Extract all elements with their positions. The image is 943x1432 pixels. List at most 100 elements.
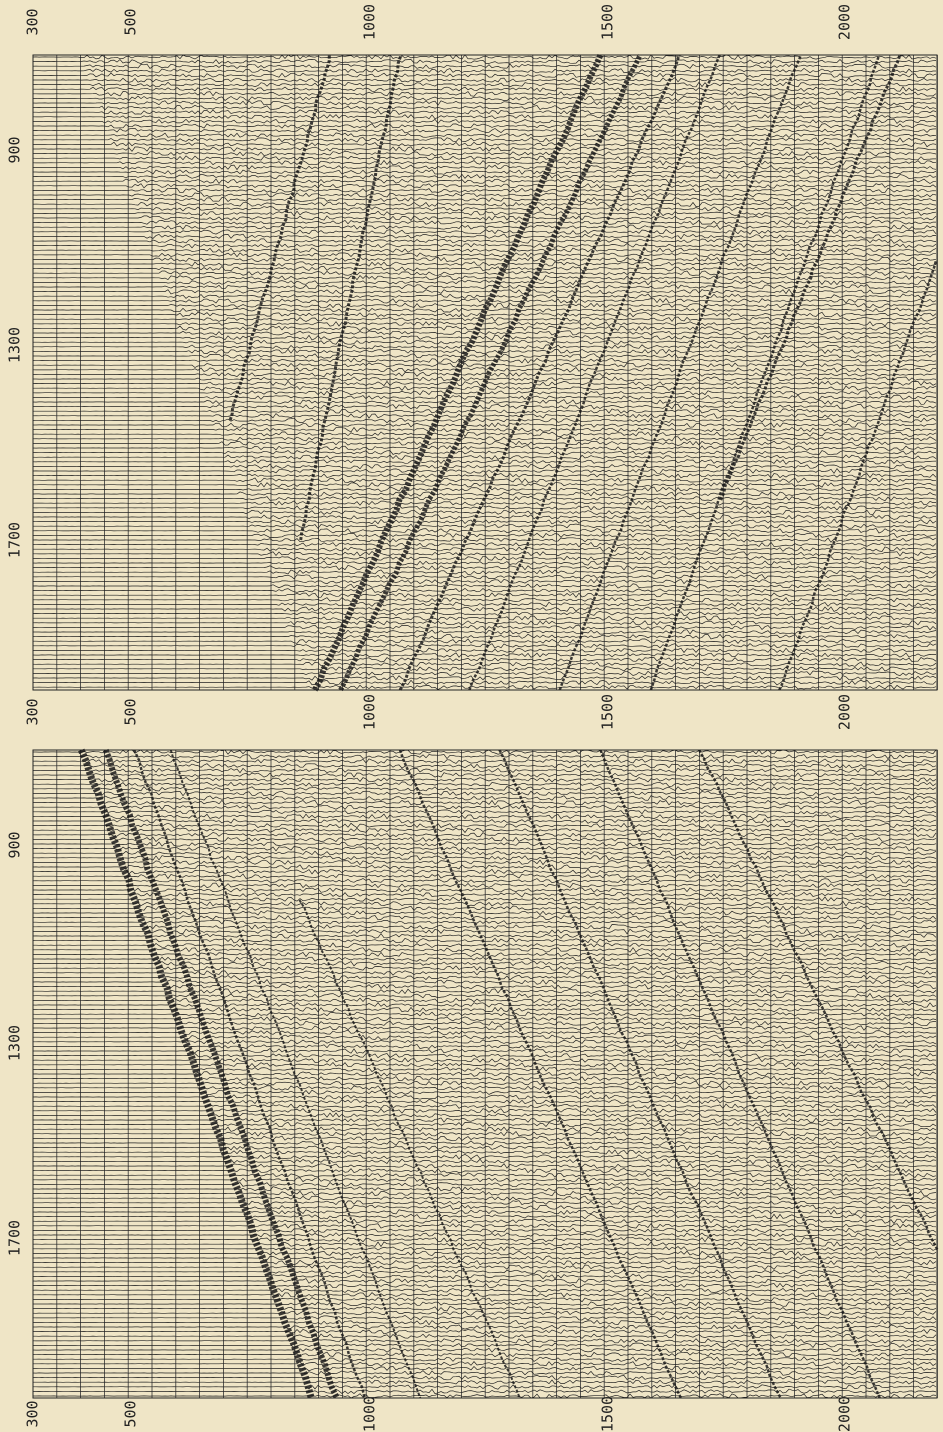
trace xyxy=(33,587,937,594)
trace xyxy=(32,403,937,410)
trace xyxy=(32,132,937,138)
trace xyxy=(33,206,937,212)
trace xyxy=(33,169,937,175)
trace xyxy=(32,454,937,461)
trace xyxy=(32,247,937,253)
trace xyxy=(33,394,937,401)
trace xyxy=(32,1273,937,1280)
distance-label: 2000 xyxy=(836,1396,854,1432)
trace xyxy=(32,459,937,465)
trace xyxy=(32,413,937,419)
trace xyxy=(32,95,937,102)
trace xyxy=(32,537,937,543)
trace xyxy=(33,316,937,322)
trace xyxy=(32,1241,937,1248)
trace xyxy=(32,1071,937,1077)
distance-label: 500 xyxy=(122,698,140,725)
trace xyxy=(33,1375,937,1381)
trace xyxy=(33,951,937,958)
trace xyxy=(33,1259,937,1266)
distance-label: 300 xyxy=(24,8,42,35)
trace xyxy=(33,1255,937,1261)
trace xyxy=(33,615,937,621)
trace xyxy=(33,555,937,562)
trace xyxy=(33,187,937,194)
seismic-event xyxy=(169,749,422,1399)
trace xyxy=(33,353,937,359)
distance-label: 300 xyxy=(24,698,42,725)
trace xyxy=(32,661,937,667)
trace xyxy=(33,841,937,847)
trace xyxy=(32,252,936,258)
trace xyxy=(33,1328,937,1335)
trace-label: 1300 xyxy=(6,327,24,363)
trace xyxy=(32,293,937,299)
trace xyxy=(32,1043,937,1049)
trace xyxy=(32,348,937,355)
trace xyxy=(33,104,937,111)
seismic-event xyxy=(698,749,939,1251)
trace xyxy=(33,1200,937,1206)
distance-label: 500 xyxy=(122,8,140,35)
trace xyxy=(33,1333,937,1339)
trace xyxy=(32,578,937,585)
trace xyxy=(33,137,937,143)
trace xyxy=(32,518,937,525)
trace xyxy=(32,1236,937,1243)
trace xyxy=(32,431,937,438)
trace xyxy=(33,141,937,148)
trace xyxy=(32,864,937,870)
trace xyxy=(33,822,937,829)
trace xyxy=(33,1246,937,1252)
trace xyxy=(32,159,937,166)
trace xyxy=(33,228,937,235)
trace xyxy=(32,265,937,272)
trace xyxy=(33,1296,937,1303)
trace xyxy=(33,1112,937,1119)
trace xyxy=(32,767,937,774)
trace xyxy=(32,1209,937,1215)
trace xyxy=(33,1222,937,1229)
trace xyxy=(32,173,937,180)
trace xyxy=(33,624,937,631)
trace xyxy=(33,947,937,953)
trace xyxy=(32,1080,937,1086)
trace xyxy=(33,1053,937,1059)
trace xyxy=(33,146,937,152)
trace-label: 900 xyxy=(6,136,24,163)
seismic-event xyxy=(228,54,331,421)
trace xyxy=(32,560,937,566)
seismic-event xyxy=(498,749,782,1399)
seismic-event xyxy=(778,259,938,691)
trace xyxy=(32,1269,937,1275)
seismic-event xyxy=(719,54,902,501)
trace xyxy=(33,123,937,129)
trace xyxy=(32,238,937,244)
trace xyxy=(33,1301,937,1307)
trace xyxy=(32,367,937,373)
trace xyxy=(33,297,937,304)
trace xyxy=(33,1176,937,1183)
trace xyxy=(33,1292,937,1298)
trace xyxy=(33,1163,937,1169)
trace xyxy=(33,77,937,83)
trace xyxy=(33,1103,937,1109)
trace xyxy=(33,1020,937,1027)
trace xyxy=(32,436,937,442)
trace xyxy=(33,1204,937,1211)
trace xyxy=(32,509,937,515)
trace xyxy=(33,371,937,378)
trace xyxy=(32,878,937,884)
trace xyxy=(32,1029,936,1036)
trace xyxy=(32,67,936,74)
trace xyxy=(33,656,937,663)
trace xyxy=(33,763,937,769)
trace xyxy=(32,813,937,820)
trace xyxy=(32,1287,937,1293)
trace xyxy=(33,183,937,189)
trace xyxy=(33,597,937,603)
trace xyxy=(32,1130,937,1137)
trace xyxy=(33,997,937,1004)
trace xyxy=(33,523,937,529)
